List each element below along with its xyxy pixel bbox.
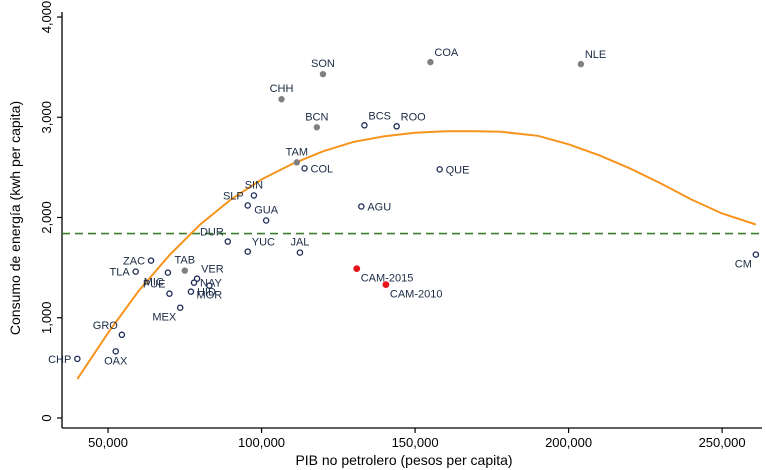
point-label-sin: SIN: [245, 179, 263, 191]
x-tick-label: 50,000: [88, 435, 128, 450]
points-layer: CHPOAXGROMEXTLAZACMICPUETABHIDVERNAYMORD…: [48, 47, 760, 367]
point-tam: [293, 159, 301, 166]
point-label-jal: JAL: [290, 237, 309, 249]
point-label-cm: CM: [735, 259, 752, 271]
axes: 0 1,000 2,000 3,000 4,000 50,000 100,000 150,00…: [39, 1, 762, 450]
point-label-son: SON: [311, 58, 335, 70]
y-tick-label: 2,000: [39, 201, 54, 234]
point-label-tab: TAB: [175, 255, 196, 267]
point-label-gua: GUA: [254, 205, 279, 217]
y-tick-label: 0: [39, 414, 54, 421]
point-label-agu: AGU: [367, 201, 391, 213]
point-label-nle: NLE: [585, 49, 606, 61]
point-label-coa: COA: [434, 47, 459, 59]
point-label-mor: MOR: [197, 290, 223, 302]
point-nay: [190, 279, 198, 286]
point-label-bcn: BCN: [305, 111, 328, 123]
point-label-mex: MEX: [152, 312, 177, 324]
point-agu: [358, 203, 365, 210]
point-label-oax: OAX: [104, 355, 128, 367]
point-label-mic: MIC: [144, 277, 164, 289]
point-label-cam-2015: CAM-2015: [361, 273, 414, 285]
point-gro: [118, 331, 126, 339]
y-axis-title: Consumo de energía (kwh per capita): [7, 101, 23, 335]
point-bcs: [361, 122, 368, 129]
point-label-chp: CHP: [48, 354, 71, 366]
point-label-tla: TLA: [109, 267, 130, 279]
y-tick-label: 4,000: [39, 1, 54, 34]
y-tick-label: 3,000: [39, 101, 54, 134]
point-cm: [752, 251, 760, 258]
point-label-dur: DUR: [200, 227, 224, 239]
point-col: [301, 165, 308, 172]
point-label-ver: VER: [201, 264, 224, 276]
point-chh: [278, 96, 285, 103]
point-yuc: [244, 248, 251, 255]
point-label-slp: SLP: [223, 190, 244, 202]
point-label-gro: GRO: [93, 320, 119, 332]
point-label-roo: ROO: [401, 111, 427, 123]
fit-curve: [76, 130, 757, 380]
point-slp: [244, 202, 251, 209]
x-tick-label: 150,000: [392, 435, 439, 450]
point-tab: [181, 267, 189, 274]
point-coa: [427, 58, 434, 66]
x-tick-label: 200,000: [545, 435, 592, 450]
point-label-hid: HID: [197, 287, 216, 299]
point-dur: [224, 238, 232, 245]
point-label-que: QUE: [446, 164, 470, 176]
point-cam-2015: [353, 265, 361, 273]
x-tick-label: 100,000: [238, 435, 285, 450]
point-gua: [262, 217, 270, 224]
point-mex: [176, 304, 184, 311]
point-label-zac: ZAC: [123, 256, 145, 268]
point-cam-2010: [382, 281, 390, 289]
point-label-yuc: YUC: [252, 237, 275, 249]
point-oax: [112, 348, 119, 355]
point-jal: [296, 249, 304, 256]
point-sin: [250, 192, 258, 199]
point-mic: [164, 269, 172, 276]
point-hid: [187, 288, 195, 295]
point-tla: [132, 268, 139, 275]
point-bcn: [313, 124, 321, 131]
point-zac: [147, 257, 155, 264]
point-chp: [74, 355, 81, 363]
point-mor: [206, 282, 213, 289]
point-label-tam: TAM: [286, 146, 308, 158]
point-label-bcs: BCS: [368, 110, 391, 122]
point-label-col: COL: [311, 163, 334, 175]
point-label-pue: PUE: [143, 279, 166, 291]
point-label-cam-2010: CAM-2010: [390, 289, 443, 301]
point-pue: [166, 290, 173, 297]
y-tick-label: 1,000: [39, 301, 54, 334]
fit-curve-layer: [76, 130, 757, 380]
point-roo: [393, 123, 400, 130]
x-tick-label: 250,000: [699, 435, 746, 450]
point-son: [319, 70, 327, 78]
x-axis-title: PIB no petrolero (pesos per capita): [295, 452, 512, 468]
point-que: [436, 166, 443, 173]
point-label-chh: CHH: [270, 83, 294, 95]
point-nle: [577, 60, 585, 68]
